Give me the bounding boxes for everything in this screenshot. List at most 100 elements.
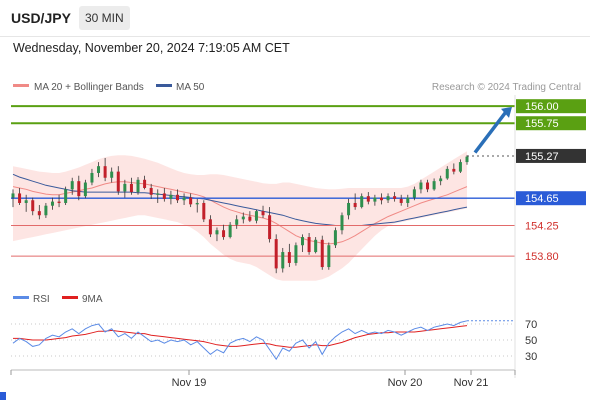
legend-ma50-swatch — [156, 84, 172, 87]
candle — [281, 247, 285, 273]
candle — [11, 189, 15, 208]
candle — [97, 162, 101, 178]
candle — [268, 207, 272, 243]
candle — [320, 235, 324, 270]
legend-ma20-label: MA 20 + Bollinger Bands — [34, 82, 144, 93]
candle — [175, 189, 179, 203]
candle — [182, 193, 186, 206]
x-tick-label: Nov 20 — [388, 377, 423, 389]
candle — [24, 194, 28, 212]
level-value-154.25: 154.25 — [525, 220, 559, 232]
rsi-tick-50: 50 — [525, 335, 537, 347]
candle — [333, 227, 337, 248]
candle — [452, 163, 456, 175]
legend-ma50-label: MA 50 — [176, 82, 205, 93]
legend-9ma-label: 9MA — [82, 294, 103, 305]
x-tick-label: Nov 21 — [454, 377, 489, 389]
candle — [222, 224, 226, 240]
level-value-156.00: 156.00 — [525, 101, 559, 113]
candle — [314, 237, 318, 254]
level-value-154.65: 154.65 — [525, 193, 559, 205]
legend-rsi-swatch — [13, 296, 29, 299]
level-tag-154.65 — [516, 191, 586, 206]
candle — [162, 187, 166, 202]
timestamp: Wednesday, November 20, 2024 7:19:05 AM … — [13, 41, 290, 55]
candle — [360, 193, 364, 209]
rsi-tick-70: 70 — [525, 319, 537, 331]
candle — [123, 179, 127, 198]
candle — [143, 175, 147, 190]
legend-9ma-swatch — [62, 296, 78, 299]
candle — [169, 190, 173, 205]
candle — [347, 198, 351, 220]
projection-arrow-head — [501, 106, 512, 118]
candle — [37, 205, 41, 220]
candle — [406, 194, 410, 208]
credit-text: Research © 2024 Trading Central — [432, 82, 581, 93]
level-tag-156.00 — [516, 99, 586, 114]
candle — [241, 212, 245, 224]
candle — [110, 167, 114, 183]
candle — [189, 193, 193, 208]
timeframe-badge[interactable]: 30 MIN — [79, 6, 130, 30]
candle — [77, 175, 81, 201]
candle — [208, 215, 212, 238]
rsi-line — [12, 320, 468, 361]
candle — [248, 211, 252, 223]
candle — [366, 192, 370, 205]
candle — [432, 178, 436, 191]
candle — [215, 227, 219, 242]
symbol-label: USD/JPY — [11, 10, 71, 26]
candle — [31, 197, 35, 216]
scroll-handle[interactable] — [0, 392, 6, 400]
candle — [18, 187, 22, 206]
candle — [57, 194, 61, 208]
candle — [373, 194, 377, 206]
bollinger-band — [13, 151, 467, 281]
candle — [44, 202, 48, 218]
candle — [426, 179, 430, 193]
candle — [254, 209, 258, 224]
candle — [261, 205, 265, 218]
candle — [399, 194, 403, 206]
candle — [136, 177, 140, 195]
candle — [129, 177, 133, 195]
candle — [340, 212, 344, 235]
x-tick-label: Nov 19 — [172, 377, 207, 389]
candle — [412, 186, 416, 201]
candle — [419, 179, 423, 194]
candle — [353, 193, 357, 210]
level-value-155.75: 155.75 — [525, 118, 559, 130]
candle — [393, 192, 397, 202]
level-tag-155.27 — [516, 148, 586, 163]
candle — [83, 179, 87, 199]
candle — [439, 175, 443, 186]
candle — [156, 189, 160, 203]
candle — [64, 186, 68, 206]
candle — [327, 242, 331, 270]
candle — [307, 232, 311, 255]
candle — [235, 215, 239, 229]
level-tag-155.75 — [516, 116, 586, 131]
candle — [70, 177, 74, 195]
candle — [458, 159, 462, 173]
legend-rsi-label: RSI — [33, 294, 50, 305]
rsi-tick-30: 30 — [525, 351, 537, 363]
rsi-9ma-line — [13, 325, 468, 348]
candle — [50, 197, 54, 210]
candle — [465, 155, 469, 165]
candle — [90, 168, 94, 186]
level-value-155.27: 155.27 — [525, 151, 559, 163]
candle — [287, 243, 291, 268]
candle — [301, 234, 305, 253]
header-bar: USD/JPY 30 MIN — [0, 0, 590, 37]
candle — [116, 166, 120, 195]
candle — [445, 166, 449, 180]
candle — [149, 183, 153, 199]
candle — [386, 193, 390, 203]
ma50-line — [12, 173, 468, 226]
ma20-line — [12, 181, 468, 245]
candle — [103, 157, 107, 182]
candle — [195, 198, 199, 213]
